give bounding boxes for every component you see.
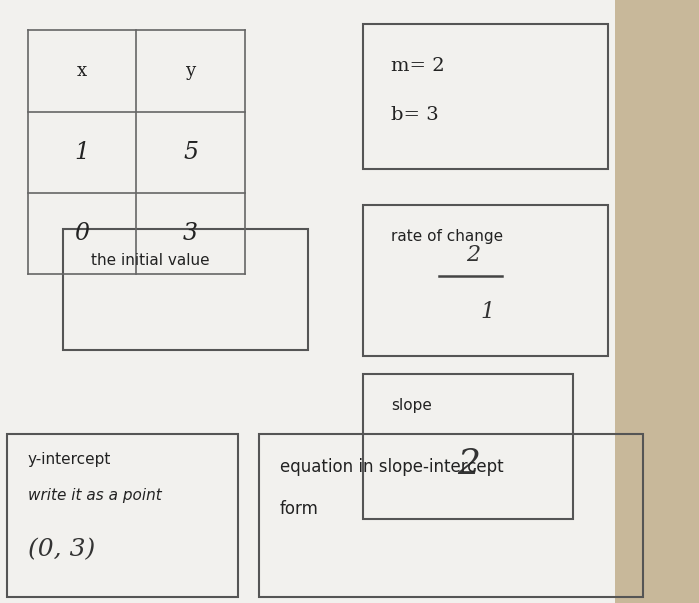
Text: rate of change: rate of change <box>391 229 503 244</box>
Bar <box>363 374 573 519</box>
Text: y-intercept: y-intercept <box>28 452 111 467</box>
Text: 2: 2 <box>457 447 480 481</box>
Bar <box>259 434 643 597</box>
Text: m= 2: m= 2 <box>391 57 445 75</box>
Bar <box>363 24 608 169</box>
Text: form: form <box>280 500 319 519</box>
Text: equation in slope-intercept: equation in slope-intercept <box>280 458 503 476</box>
Text: 1: 1 <box>75 140 89 164</box>
Text: write it as a point: write it as a point <box>28 488 161 504</box>
Text: 5: 5 <box>183 140 198 164</box>
Text: b= 3: b= 3 <box>391 106 439 124</box>
Text: (0, 3): (0, 3) <box>28 538 95 561</box>
FancyBboxPatch shape <box>0 0 615 603</box>
Text: slope: slope <box>391 398 432 413</box>
Text: x: x <box>77 62 87 80</box>
Text: 2: 2 <box>466 244 481 266</box>
Bar <box>63 229 308 350</box>
Bar <box>7 434 238 597</box>
Bar <box>363 205 608 356</box>
Text: 0: 0 <box>75 222 89 245</box>
Text: 3: 3 <box>183 222 198 245</box>
Text: y: y <box>185 62 196 80</box>
Text: the initial value: the initial value <box>91 253 210 268</box>
Text: 1: 1 <box>480 301 495 323</box>
